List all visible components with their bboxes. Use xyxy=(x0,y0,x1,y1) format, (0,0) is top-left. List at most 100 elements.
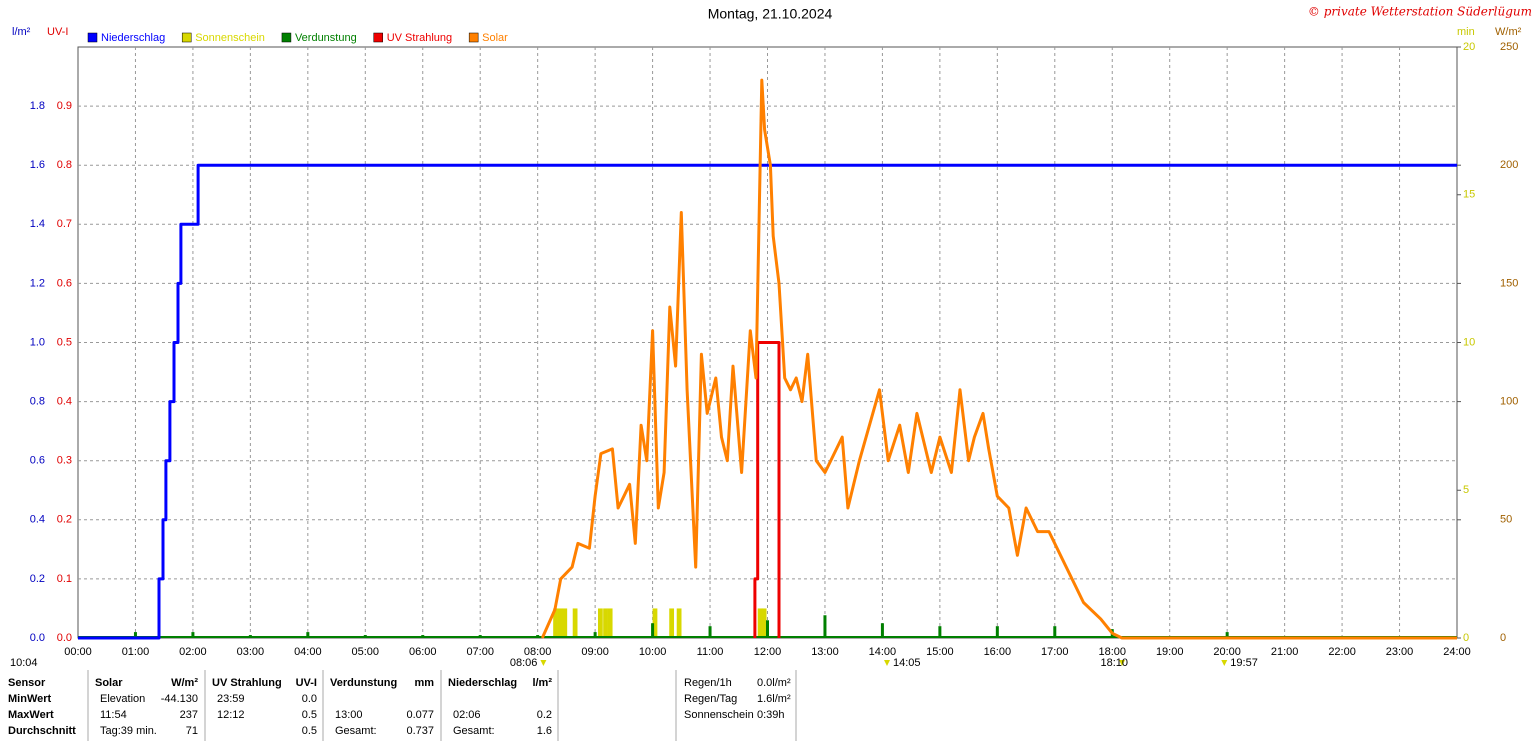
sunshine-bar xyxy=(757,608,763,638)
y-tick-label: 10 xyxy=(1463,336,1475,348)
info-label: Regen/Tag xyxy=(684,693,737,705)
chart-title: Montag, 21.10.2024 xyxy=(708,6,833,22)
stats-label: 11:54 xyxy=(100,709,127,721)
y-tick-label: 0.0 xyxy=(57,632,72,644)
x-tick-label: 13:00 xyxy=(811,646,839,658)
x-tick-label: 05:00 xyxy=(352,646,380,658)
legend-label: Niederschlag xyxy=(101,32,165,44)
series-line xyxy=(540,78,1457,640)
stats-value: 1.6 xyxy=(537,725,552,737)
x-tick-label: 09:00 xyxy=(581,646,609,658)
stats-group-unit: mm xyxy=(414,677,434,689)
annotation: 18:10 xyxy=(1100,657,1128,669)
stats-label: 02:06 xyxy=(453,709,481,721)
y-tick-label: 1.0 xyxy=(30,336,45,348)
y-tick-label: 0.3 xyxy=(57,455,72,467)
stats-group-name: Niederschlag xyxy=(448,677,517,689)
y-tick-label: 1.6 xyxy=(30,159,45,171)
legend-swatch xyxy=(281,32,292,43)
stats-group-unit: l/m² xyxy=(532,677,552,689)
x-tick-label: 24:00 xyxy=(1443,646,1471,658)
x-tick-label: 18:00 xyxy=(1098,646,1126,658)
stats-value: 237 xyxy=(180,709,198,721)
y-tick-label: 0.1 xyxy=(57,573,72,585)
x-tick-label: 15:00 xyxy=(926,646,954,658)
x-tick-label: 00:00 xyxy=(64,646,92,658)
legend-swatch xyxy=(468,32,479,43)
annotation-marker xyxy=(884,660,891,666)
x-tick-label: 21:00 xyxy=(1271,646,1299,658)
sunshine-bar xyxy=(761,608,767,638)
stats-label: Elevation xyxy=(100,693,145,705)
y-tick-label: 0.0 xyxy=(30,632,45,644)
y-tick-label: 1.8 xyxy=(30,100,45,112)
x-tick-label: 02:00 xyxy=(179,646,207,658)
stats-group-name: Solar xyxy=(95,677,123,689)
stats-value: 0.2 xyxy=(537,709,552,721)
stats-label: 12:12 xyxy=(217,709,245,721)
sunshine-bar xyxy=(597,608,603,638)
legend-swatch xyxy=(87,32,98,43)
sunshine-bar xyxy=(553,608,558,638)
info-value: 0:39h xyxy=(757,709,785,721)
stats-value: 0.5 xyxy=(302,709,317,721)
y-tick-label: 0.6 xyxy=(57,277,72,289)
info-value: 0.0l/m² xyxy=(757,677,791,689)
sunshine-bar xyxy=(607,608,613,638)
sunshine-bar xyxy=(669,608,675,638)
stats-row-label: Sensor xyxy=(8,677,46,689)
info-label: Regen/1h xyxy=(684,677,732,689)
axis-title: UV-I xyxy=(47,26,68,38)
annotation-marker xyxy=(1221,660,1228,666)
stats-value: 0.5 xyxy=(302,725,317,737)
axis-title: l/m² xyxy=(12,26,31,38)
y-tick-label: 0.8 xyxy=(30,396,45,408)
x-tick-label: 08:00 xyxy=(524,646,552,658)
x-tick-label: 11:00 xyxy=(697,646,724,658)
x-tick-label: 10:00 xyxy=(639,646,667,658)
axis-title: W/m² xyxy=(1495,26,1522,38)
series-line xyxy=(78,163,1457,640)
x-tick-label: 07:00 xyxy=(466,646,494,658)
annotation-marker xyxy=(540,660,547,666)
legend-swatch xyxy=(373,32,383,43)
y-tick-label: 5 xyxy=(1463,484,1469,496)
legend-label: Verdunstung xyxy=(295,32,357,44)
y-tick-label: 200 xyxy=(1500,159,1518,171)
annotation: 08:06 xyxy=(510,657,538,669)
stats-group-unit: W/m² xyxy=(171,677,198,689)
y-tick-label: 1.4 xyxy=(30,218,45,230)
stats-row-label: MaxWert xyxy=(8,709,54,721)
info-value: 1.6l/m² xyxy=(757,693,791,705)
y-tick-label: 250 xyxy=(1500,41,1518,53)
y-tick-label: 0.4 xyxy=(30,514,45,526)
sunshine-bar xyxy=(603,608,608,638)
legend-label: Sonnenschein xyxy=(195,32,265,44)
stats-value: 0.0 xyxy=(302,693,317,705)
y-tick-label: 0.8 xyxy=(57,159,72,171)
stats-label: Tag:39 min. xyxy=(100,725,157,737)
y-tick-label: 0.6 xyxy=(30,455,45,467)
x-tick-label: 04:00 xyxy=(294,646,322,658)
stats-label: 13:00 xyxy=(335,709,363,721)
y-tick-label: 20 xyxy=(1463,41,1475,53)
sunshine-bar xyxy=(572,608,578,638)
y-tick-label: 0.5 xyxy=(57,336,72,348)
axis-title: min xyxy=(1457,26,1475,38)
stats-group-name: Verdunstung xyxy=(330,677,397,689)
stats-value: 0.077 xyxy=(406,709,434,721)
x-tick-label: 06:00 xyxy=(409,646,437,658)
credit: © private Wetterstation Süderlügum xyxy=(1308,5,1532,19)
sunshine-bar xyxy=(557,608,563,638)
stats-row-label: MinWert xyxy=(8,693,52,705)
stats-label: Gesamt: xyxy=(335,725,377,737)
x-tick-label: 12:00 xyxy=(754,646,782,658)
y-tick-label: 1.2 xyxy=(30,277,45,289)
annotation: 14:05 xyxy=(893,657,921,669)
stats-label: Gesamt: xyxy=(453,725,495,737)
x-tick-label: 22:00 xyxy=(1328,646,1356,658)
y-tick-label: 0 xyxy=(1500,632,1506,644)
annotation: 19:57 xyxy=(1230,657,1258,669)
